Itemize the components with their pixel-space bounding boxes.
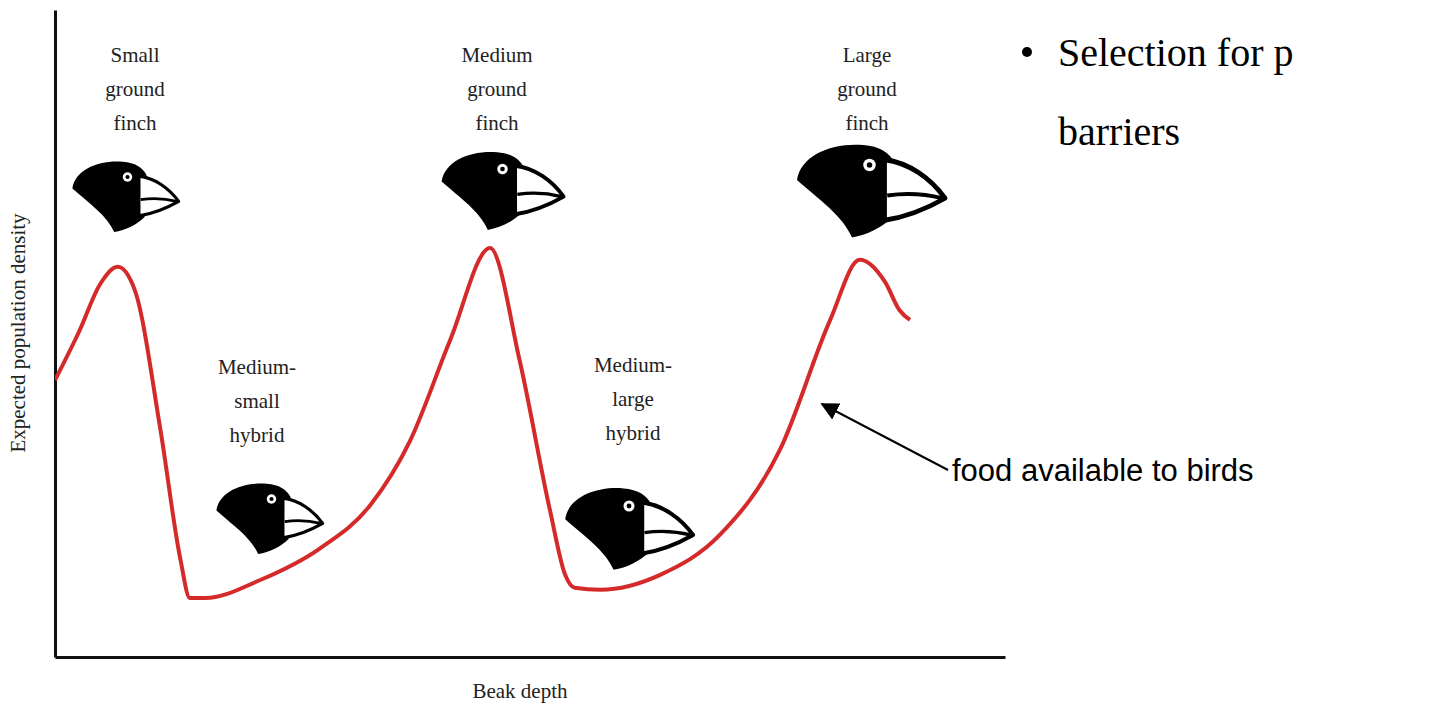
beak-line <box>887 194 942 198</box>
finch-pupil <box>627 504 632 509</box>
finch-label: Mediumgroundfinch <box>461 43 532 135</box>
finch-label: Medium-smallhybrid <box>218 355 296 447</box>
finch-skull <box>797 145 895 238</box>
background <box>0 0 1431 708</box>
y-axis <box>55 11 56 658</box>
finch-pupil <box>500 167 505 172</box>
finch-eye <box>863 159 876 172</box>
beak-line <box>517 193 561 196</box>
finch-beak <box>642 503 693 554</box>
beak-line <box>645 531 691 535</box>
x-axis <box>56 657 1006 658</box>
x-axis-title: Beak depth <box>472 679 568 703</box>
y-axis-title: Expected population density <box>6 213 30 453</box>
beak-outline <box>642 503 693 554</box>
finch-label: Medium-largehybrid <box>594 353 672 445</box>
finch-head <box>797 145 945 238</box>
finch-head <box>442 152 564 230</box>
plot-area <box>55 248 910 598</box>
axis-line <box>54 11 57 658</box>
beak-line <box>285 521 321 524</box>
annotation-arrow <box>822 404 948 470</box>
curve-annotation: food available to birds <box>952 453 1254 488</box>
axis-line <box>56 656 1006 659</box>
finch-beak <box>515 166 564 215</box>
finch-beak <box>139 176 179 216</box>
finch-label: Smallgroundfinch <box>105 43 165 135</box>
finch-skull <box>565 488 651 570</box>
beak-outline <box>885 160 946 221</box>
bullet-text: Selection for p <box>1058 30 1294 75</box>
finch-skull <box>442 152 524 230</box>
finch-head <box>72 162 178 233</box>
beak-outline <box>139 176 179 216</box>
finch-skull <box>72 162 146 233</box>
finch-head <box>565 488 693 570</box>
finch-pupil <box>867 162 873 168</box>
food-curve <box>55 248 910 598</box>
beak-outline <box>515 166 564 215</box>
beak-outline <box>283 498 323 538</box>
bullet <box>1022 47 1032 57</box>
finch-beak <box>283 498 323 538</box>
beak-line <box>141 199 177 202</box>
finch-eye <box>624 501 635 512</box>
finch-eye <box>123 172 133 182</box>
finch-pupil <box>125 175 129 179</box>
finch-head <box>216 484 322 555</box>
finch-label: Largegroundfinch <box>837 43 897 135</box>
finch-beak <box>885 160 946 221</box>
finch-pupil <box>269 497 273 501</box>
bullet-text: barriers <box>1058 109 1180 154</box>
finch-skull <box>216 484 290 555</box>
finch-eye <box>267 494 277 504</box>
finch-eye <box>497 164 508 175</box>
